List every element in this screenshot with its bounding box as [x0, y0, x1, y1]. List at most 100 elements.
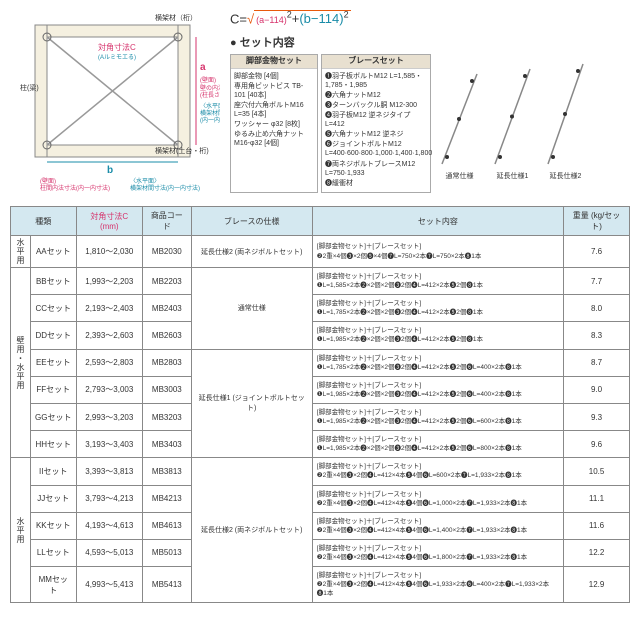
set-cell: CCセット [31, 295, 77, 322]
dim-cell: 2,993～3,203 [76, 403, 142, 430]
box-a-item: 専用角ビットビス TB-101 [40本] [234, 82, 314, 100]
box-b-item: ❹羽子板M12 逆ネジタイプ L=412 [325, 111, 427, 129]
contents-cell: [脚部金物セット]＋[ブレースセット]❶L=1,985×2本❷×2個×2個❸2個… [312, 322, 563, 349]
box-b-item: ❺六角ナットM12 逆ネジ [325, 130, 427, 139]
formula-lhs: C= [230, 11, 247, 26]
box-a-item: ゆるみ止め六角ナット M16-φ32 [4個] [234, 130, 314, 148]
set-boxes: 脚部金物セット 脚部金物 [4個]専用角ビットビス TB-101 [40本]座穴… [230, 54, 431, 193]
table-row: LLセット4,593～5,013MB5013[脚部金物セット]＋[ブレースセット… [11, 539, 630, 566]
spec-table: 種類対角寸法C (mm)商品コードブレースの仕様セット内容重量 (kg/セット)… [10, 206, 630, 603]
bottom-beam-label: 横架材(土台・桁) [155, 146, 209, 155]
dim-cell: 3,193～3,403 [76, 431, 142, 458]
table-header: ブレースの仕様 [191, 207, 312, 236]
weight-cell: 12.2 [564, 539, 630, 566]
code-cell: MB2603 [142, 322, 191, 349]
weight-cell: 7.6 [564, 236, 630, 268]
spec-cell: 延長仕様1 (ジョイントボルトセット) [191, 349, 312, 458]
table-row: 水平用AAセット1,810～2,030MB2030延長仕様2 (両ネジボルトセッ… [11, 236, 630, 268]
diagram-right: 通常仕様延長仕様1延長仕様2 [437, 59, 617, 193]
a-label: a [200, 62, 206, 73]
set-cell: EEセット [31, 349, 77, 376]
dim-cell: 1,993～2,203 [76, 268, 142, 295]
box-b-item: ❽緩衝材 [325, 179, 427, 188]
svg-text:横架材間寸法: 横架材間寸法 [200, 109, 220, 117]
table-row: HHセット3,193～3,403MB3403[脚部金物セット]＋[ブレースセット… [11, 431, 630, 458]
table-body: 水平用AAセット1,810～2,030MB2030延長仕様2 (両ネジボルトセッ… [11, 236, 630, 603]
code-cell: MB4213 [142, 485, 191, 512]
box-a-header: 脚部金物セット [231, 55, 317, 68]
code-cell: MB5413 [142, 567, 191, 603]
spec-col: 延長仕様2 [543, 59, 588, 181]
box-b-item: ❻ジョイントボルトM12 L=400·600·800·1,000·1,400·1… [325, 140, 427, 158]
weight-cell: 8.3 [564, 322, 630, 349]
dim-cell: 3,793～4,213 [76, 485, 142, 512]
table-header: 種類 [11, 207, 77, 236]
weight-cell: 7.7 [564, 268, 630, 295]
spec-cell: 延長仕様2 (両ネジボルトセット) [191, 458, 312, 603]
contents-cell: [脚部金物セット]＋[ブレースセット]❷2重×4個❸×2個❹L=412×4本❺4… [312, 512, 563, 539]
code-cell: MB3813 [142, 458, 191, 485]
weight-cell: 8.7 [564, 349, 630, 376]
code-cell: MB3403 [142, 431, 191, 458]
dim-cell: 2,193～2,403 [76, 295, 142, 322]
contents-cell: [脚部金物セット]＋[ブレースセット]❶L=1,985×2本❷×2個×2個❸2個… [312, 431, 563, 458]
spec-cell: 延長仕様2 (両ネジボルトセット) [191, 236, 312, 268]
box-b-item: ❼両ネジボルトブレースM12 L=750·1,933 [325, 160, 427, 178]
b-label: b [107, 165, 113, 176]
dim-cell: 2,393～2,603 [76, 322, 142, 349]
table-row: 水平用IIセット3,393～3,813MB3813延長仕様2 (両ネジボルトセッ… [11, 458, 630, 485]
box-a-item: ワッシャー φ32 [8枚] [234, 120, 314, 129]
weight-cell: 10.5 [564, 458, 630, 485]
set-cell: IIセット [31, 458, 77, 485]
box-b-header: ブレースセット [322, 55, 430, 68]
diagram-left: 横架材（桁） 対角寸法C (Aルミモエる) 柱(梁) a (壁面) 壁の内法寸法… [10, 10, 220, 200]
table-wrap: 種類対角寸法C (mm)商品コードブレースの仕様セット内容重量 (kg/セット)… [0, 206, 640, 613]
svg-text:〈水平面〉: 〈水平面〉 [130, 177, 160, 185]
formula-body: (a−114)2+(b−114)2 [254, 10, 350, 26]
table-row: KKセット4,193～4,613MB4613[脚部金物セット]＋[ブレースセット… [11, 512, 630, 539]
table-row: CCセット2,193～2,403MB2403[脚部金物セット]＋[ブレースセット… [11, 295, 630, 322]
code-cell: MB3203 [142, 403, 191, 430]
table-row: JJセット3,793～4,213MB4213[脚部金物セット]＋[ブレースセット… [11, 485, 630, 512]
contents-cell: [脚部金物セット]＋[ブレースセット]❶L=1,585×2本❷×2個×2個❸2個… [312, 268, 563, 295]
set-cell: DDセット [31, 322, 77, 349]
code-cell: MB2803 [142, 349, 191, 376]
diag-c-sub: (Aルミモエる) [98, 54, 136, 61]
spec-cell: 通常仕様 [191, 268, 312, 350]
set-row: 脚部金物セット 脚部金物 [4個]専用角ビットビス TB-101 [40本]座穴… [230, 54, 630, 193]
group-cell: 水平用 [11, 458, 31, 603]
table-row: FFセット2,793～3,003MB3003[脚部金物セット]＋[ブレースセット… [11, 376, 630, 403]
table-row: DDセット2,393～2,603MB2603 [脚部金物セット]＋[ブレースセット… [11, 322, 630, 349]
table-row: EEセット2,593～2,803MB2803延長仕様1 (ジョイントボルトセット… [11, 349, 630, 376]
contents-cell: [脚部金物セット]＋[ブレースセット]❶L=1,985×2本❷×2個×2個❸2個… [312, 376, 563, 403]
set-cell: BBセット [31, 268, 77, 295]
dim-cell: 4,993～5,413 [76, 567, 142, 603]
table-header: 商品コード [142, 207, 191, 236]
group-cell: 壁用・水平用 [11, 268, 31, 458]
set-cell: JJセット [31, 485, 77, 512]
code-cell: MB5013 [142, 539, 191, 566]
weight-cell: 11.1 [564, 485, 630, 512]
table-row: MMセット4,993～5,413MB5413[脚部金物セット]＋[ブレースセット… [11, 567, 630, 603]
weight-cell: 9.0 [564, 376, 630, 403]
set-cell: GGセット [31, 403, 77, 430]
col-label: 柱(梁) [20, 83, 39, 92]
set-cell: LLセット [31, 539, 77, 566]
dim-cell: 2,593～2,803 [76, 349, 142, 376]
weight-cell: 9.6 [564, 431, 630, 458]
box-a-item: 座穴付六角ボルトM16 L=35 [4本] [234, 101, 314, 119]
spec-col: 通常仕様 [437, 69, 482, 181]
dim-cell: 1,810～2,030 [76, 236, 142, 268]
box-a: 脚部金物セット 脚部金物 [4個]専用角ビットビス TB-101 [40本]座穴… [230, 54, 318, 193]
table-header: 対角寸法C (mm) [76, 207, 142, 236]
box-b-item: ❶羽子板ボルトM12 L=1,585・1,785・1,985 [325, 72, 427, 90]
set-cell: MMセット [31, 567, 77, 603]
diag-c-label: 対角寸法C [98, 42, 136, 52]
svg-text:(壁面): (壁面) [200, 76, 216, 84]
spec-col: 延長仕様1 [490, 64, 535, 181]
dim-cell: 4,593～5,013 [76, 539, 142, 566]
weight-cell: 8.0 [564, 295, 630, 322]
svg-text:(内一内寸法): (内一内寸法) [200, 116, 220, 124]
box-b-item: ❷六角ナットM12 [325, 91, 427, 100]
dim-cell: 2,793～3,003 [76, 376, 142, 403]
